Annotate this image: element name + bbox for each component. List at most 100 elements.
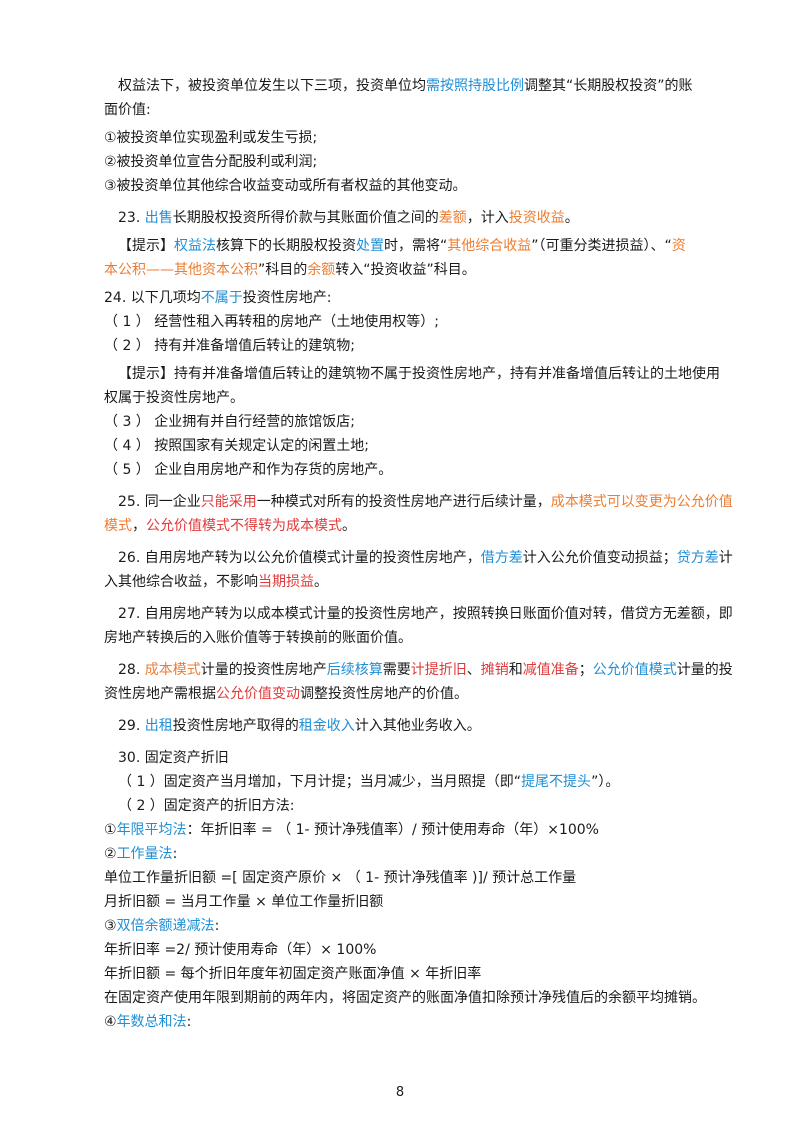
text-segment: ， (132, 518, 146, 534)
text-segment: 在固定资产使用年限到期前的两年内，将固定资产的账面净值扣除预计净残值后的余额平均… (104, 990, 706, 1006)
text-segment: 26. 自用房地产转为以公允价值模式计量的投资性房地产， (118, 550, 481, 566)
text-segment: 27. 自用房地产转为以成本模式计量的投资性房地产，按照转换日账面价值对转，借贷… (118, 606, 733, 622)
highlighted-text: 计提折旧 (410, 662, 467, 678)
text-segment: ，计入 (466, 210, 509, 226)
highlighted-text: 租金收入 (298, 718, 355, 734)
text-line: （ 2 ） 持有并准备增值后转让的建筑物; (104, 336, 355, 356)
text-segment: 年折旧率 =2/ 预计使用寿命（年）× 100% (104, 942, 377, 958)
text-line: 本公积——其他资本公积”科目的余额转入“投资收益”科目。 (104, 260, 476, 280)
highlighted-text: 提尾不提头 (521, 774, 592, 790)
text-segment: 24. 以下几项均 (104, 290, 201, 306)
highlighted-text: 差额 (438, 210, 467, 226)
text-segment: ③被投资单位其他综合收益变动或所有者权益的其他变动。 (104, 178, 467, 194)
text-line: 23. 出售长期股权投资所得价款与其账面价值之间的差额，计入投资收益。 (118, 208, 579, 228)
text-segment: 【提示】持有并准备增值后转让的建筑物不属于投资性房地产，持有并准备增值后转让的土… (118, 366, 720, 382)
highlighted-text: 公允价值模式不得转为成本模式 (146, 518, 342, 534)
text-segment: （ 2 ）固定资产的折旧方法: (118, 798, 295, 814)
highlighted-text: 模式 (104, 518, 132, 534)
text-segment: （ 2 ） 持有并准备增值后转让的建筑物; (104, 338, 355, 354)
text-segment: 【提示】 (118, 238, 174, 254)
highlighted-text: 只能采用 (200, 494, 257, 510)
text-segment: 需要 (382, 662, 411, 678)
text-segment: 28. (118, 662, 145, 678)
text-segment: 计量的投资性房地产 (200, 662, 327, 678)
text-segment: 时，需将“ (384, 238, 448, 254)
text-segment: 投资性房地产取得的 (172, 718, 299, 734)
text-segment: 30. 固定资产折旧 (118, 750, 229, 766)
text-line: 入其他综合收益，不影响当期损益。 (104, 572, 328, 592)
highlighted-text: 公允价值模式 (592, 662, 677, 678)
text-segment: 房地产转换后的入账价值等于转换前的账面价值。 (104, 630, 412, 646)
text-segment: 一种模式对所有的投资性房地产进行后续计量， (256, 494, 551, 510)
text-line: 28. 成本模式计量的投资性房地产后续核算需要计提折旧、摊销和减值准备；公允价值… (118, 660, 733, 680)
text-segment: : (214, 918, 220, 934)
text-line: （ 3 ） 企业拥有并自行经营的旅馆饭店; (104, 412, 355, 432)
text-segment: （ 1 ）固定资产当月增加，下月计提；当月减少，当月照提（即“ (118, 774, 522, 790)
text-line: 26. 自用房地产转为以公允价值模式计量的投资性房地产，借方差计入公允价值变动损… (118, 548, 733, 568)
text-segment: 资性房地产需根据 (104, 686, 216, 702)
text-segment: 长期股权投资所得价款与其账面价值之间的 (172, 210, 439, 226)
text-segment: ③ (104, 918, 117, 934)
text-segment: （ 5 ） 企业自用房地产和作为存货的房地产。 (104, 462, 393, 478)
text-line: 资性房地产需根据公允价值变动调整投资性房地产的价值。 (104, 684, 468, 704)
text-segment: ① (104, 822, 117, 838)
text-line: 月折旧额 = 当月工作量 × 单位工作量折旧额 (104, 892, 383, 912)
highlighted-text: 工作量法 (116, 846, 173, 862)
text-segment: （ 1 ） 经营性租入再转租的房地产（土地使用权等）; (104, 314, 439, 330)
highlighted-text: 其他综合收益 (447, 238, 532, 254)
text-segment: 面价值: (104, 102, 151, 118)
text-line: 27. 自用房地产转为以成本模式计量的投资性房地产，按照转换日账面价值对转，借贷… (118, 604, 733, 624)
text-line: （ 1 ）固定资产当月增加，下月计提；当月减少，当月照提（即“提尾不提头”）。 (118, 772, 619, 792)
text-segment: 。 (564, 210, 579, 226)
highlighted-text: 借方差 (480, 550, 523, 566)
text-segment: 29. (118, 718, 145, 734)
text-line: 权属于投资性房地产。 (104, 388, 244, 408)
highlighted-text: 年限平均法 (116, 822, 187, 838)
text-segment: 计量的投 (676, 662, 733, 678)
text-segment: 25. 同一企业 (118, 494, 201, 510)
text-segment: 权益法下，被投资单位发生以下三项，投资单位均 (118, 78, 426, 94)
text-line: （ 1 ） 经营性租入再转租的房地产（土地使用权等）; (104, 312, 439, 332)
text-line: 25. 同一企业只能采用一种模式对所有的投资性房地产进行后续计量，成本模式可以变… (118, 492, 733, 512)
text-segment: 调整投资性房地产的价值。 (300, 686, 468, 702)
text-segment: 。 (314, 574, 328, 590)
text-line: 面价值: (104, 100, 151, 120)
text-line: ①年限平均法：年折旧率 = （ 1- 预计净残值率）/ 预计使用寿命（年）×10… (104, 820, 599, 840)
text-segment: 核算下的长期股权投资 (216, 238, 356, 254)
highlighted-text: 双倍余额递减法 (116, 918, 215, 934)
text-line: ①被投资单位实现盈利或发生亏损; (104, 128, 317, 148)
text-segment: 权属于投资性房地产。 (104, 390, 244, 406)
text-segment: ：年折旧率 = （ 1- 预计净残值率）/ 预计使用寿命（年）×100% (186, 822, 599, 838)
highlighted-text: 贷方差 (676, 550, 719, 566)
highlighted-text: 出租 (144, 718, 173, 734)
text-line: 权益法下，被投资单位发生以下三项，投资单位均需按照持股比例调整其“长期股权投资”… (118, 76, 693, 96)
highlighted-text: 减值准备 (522, 662, 579, 678)
text-line: 年折旧率 =2/ 预计使用寿命（年）× 100% (104, 940, 376, 960)
highlighted-text: 权益法 (174, 238, 216, 254)
text-segment: 投资性房地产: (242, 290, 332, 306)
text-segment: ④ (104, 1014, 117, 1030)
text-segment: 计入公允价值变动损益； (522, 550, 677, 566)
text-segment: : (186, 1014, 192, 1030)
text-segment: 。 (342, 518, 356, 534)
text-line: 房地产转换后的入账价值等于转换前的账面价值。 (104, 628, 412, 648)
text-segment: ①被投资单位实现盈利或发生亏损; (104, 130, 318, 146)
highlighted-text: 年数总和法 (116, 1014, 187, 1030)
text-line: 【提示】持有并准备增值后转让的建筑物不属于投资性房地产，持有并准备增值后转让的土… (118, 364, 720, 384)
highlighted-text: 成本模式 (144, 662, 201, 678)
text-segment: （ 3 ） 企业拥有并自行经营的旅馆饭店; (104, 414, 355, 430)
page-number: 8 (395, 1085, 405, 1100)
text-segment: ”）。 (591, 774, 620, 790)
highlighted-text: 当期损益 (258, 574, 314, 590)
highlighted-text: 公允价值变动 (216, 686, 300, 702)
text-segment: 转入“投资收益”科目。 (335, 262, 476, 278)
text-line: （ 2 ）固定资产的折旧方法: (118, 796, 295, 816)
text-line: （ 4 ） 按照国家有关规定认定的闲置土地; (104, 436, 369, 456)
text-segment: ②被投资单位宣告分配股利或利润; (104, 154, 318, 170)
text-segment: 入其他综合收益，不影响 (104, 574, 258, 590)
highlighted-text: 成本模式可以变更为公允价值 (550, 494, 733, 510)
text-segment: 月折旧额 = 当月工作量 × 单位工作量折旧额 (104, 894, 384, 910)
highlighted-text: 余额 (307, 262, 336, 278)
text-line: 【提示】权益法核算下的长期股权投资处置时，需将“其他综合收益”（可重分类进损益）… (118, 236, 686, 256)
text-line: ③双倍余额递减法: (104, 916, 219, 936)
